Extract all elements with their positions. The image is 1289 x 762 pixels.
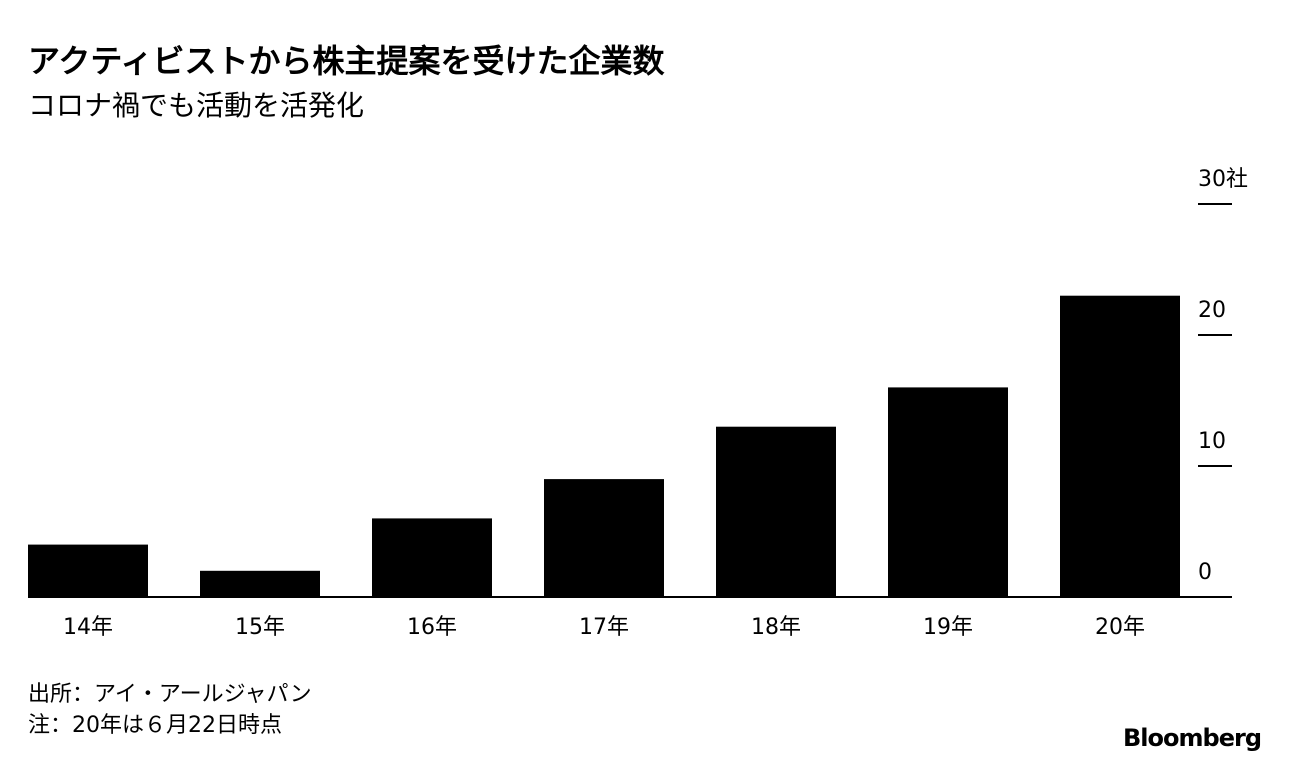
footnote: 注：20年は６月22日時点 <box>28 713 282 738</box>
x-tick-label: 14年 <box>63 615 113 640</box>
bar <box>372 518 492 597</box>
bar <box>200 570 320 597</box>
y-tick-label: 10 <box>1198 429 1226 454</box>
brand-logo: Bloomberg <box>1123 724 1261 752</box>
bar <box>28 544 148 597</box>
x-tick-label: 15年 <box>235 615 285 640</box>
bar <box>888 387 1008 597</box>
x-tick-label: 18年 <box>751 615 801 640</box>
source-note: 出所：アイ・アールジャパン <box>28 682 312 707</box>
chart-subtitle: コロナ禍でも活動を活発化 <box>28 89 364 122</box>
y-tick-label: 0 <box>1198 560 1212 585</box>
x-tick-label: 19年 <box>923 615 973 640</box>
x-tick-label: 17年 <box>579 615 629 640</box>
bar <box>716 426 836 597</box>
bar <box>544 479 664 597</box>
x-tick-label: 16年 <box>407 615 457 640</box>
chart-title: アクティビストから株主提案を受けた企業数 <box>28 42 665 80</box>
y-tick-label: 20 <box>1198 298 1226 323</box>
x-tick-label: 20年 <box>1095 615 1145 640</box>
bar <box>1060 295 1180 597</box>
y-tick-label: 30社 <box>1198 167 1248 192</box>
